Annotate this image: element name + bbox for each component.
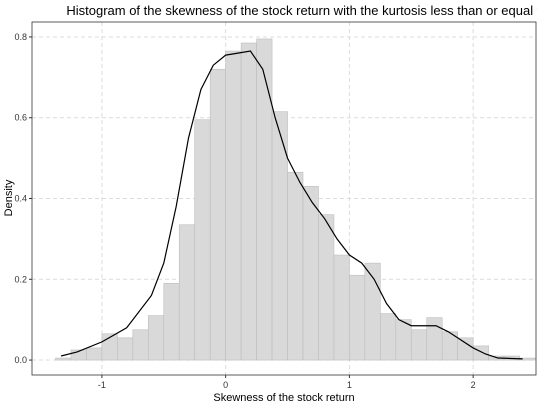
bar (209, 68, 226, 361)
bar (457, 337, 474, 361)
bar (364, 262, 381, 361)
bar (225, 50, 242, 361)
chart-title: Histogram of the skewness of the stock r… (66, 3, 537, 18)
x-tick-label: 0 (223, 380, 228, 390)
y-axis-label: Density (3, 179, 15, 216)
bar (318, 214, 335, 361)
x-axis-label: Skewness of the stock return (213, 392, 354, 404)
y-tick-label: 0.0 (14, 355, 27, 365)
panel-border (31, 21, 537, 376)
bar (302, 186, 319, 361)
bar (163, 283, 180, 361)
bar (395, 319, 412, 361)
y-tick-label: 0.4 (14, 194, 27, 204)
y-tick-label: 0.2 (14, 274, 27, 284)
bar (287, 171, 304, 361)
bar (194, 119, 211, 361)
bar (86, 347, 103, 361)
bar (240, 42, 257, 361)
y-tick-label: 0.8 (14, 32, 27, 42)
x-tick-label: 1 (347, 380, 352, 390)
bar (132, 329, 149, 361)
bar (256, 38, 273, 361)
x-tick-label: -1 (98, 380, 106, 390)
bar (333, 254, 350, 361)
x-tick-label: 2 (471, 380, 476, 390)
bar (349, 274, 366, 361)
bar (55, 357, 72, 361)
bar (380, 313, 397, 361)
y-tick-label: 0.6 (14, 113, 27, 123)
bar (426, 317, 443, 361)
bar (117, 337, 134, 361)
bar (410, 329, 428, 361)
bar (472, 345, 489, 361)
density-line (60, 50, 523, 360)
bar (148, 315, 165, 361)
bar (178, 224, 196, 361)
